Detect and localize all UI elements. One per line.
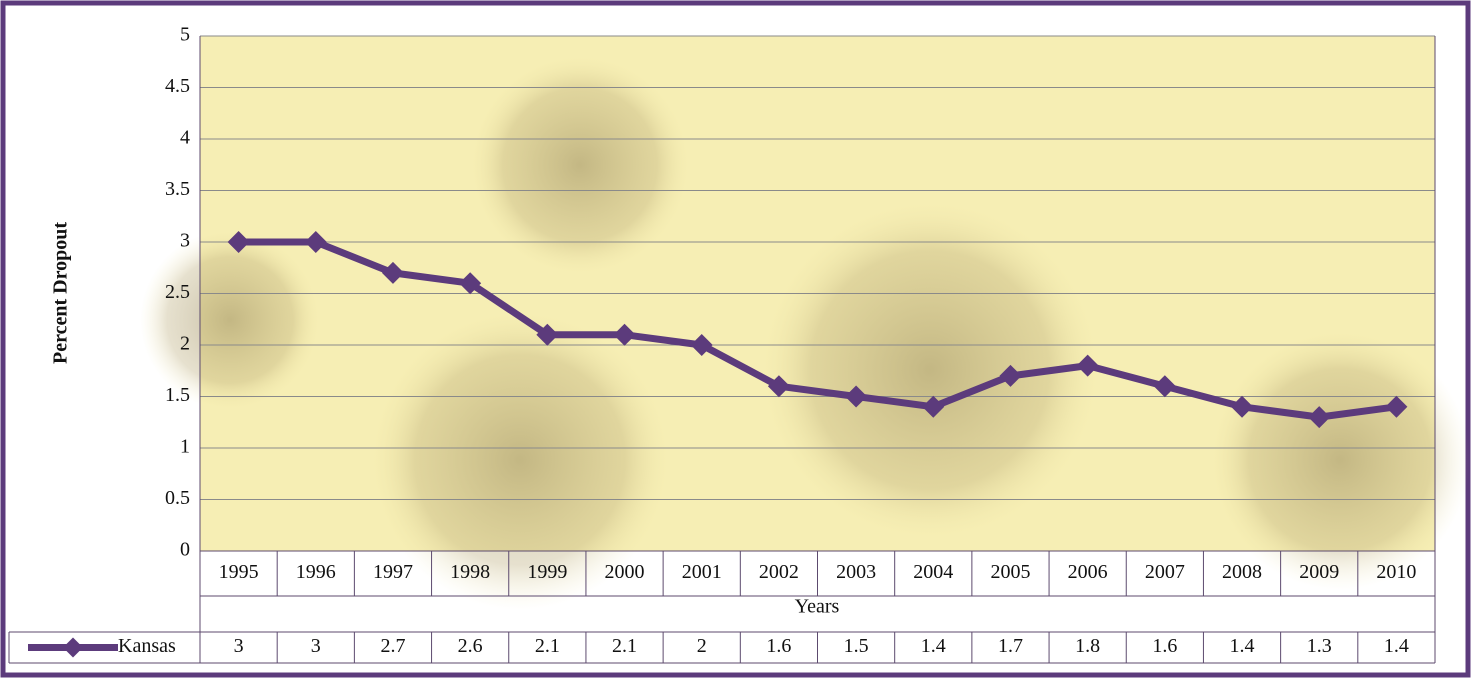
x-tick-label: 2001 [682,561,722,583]
x-tick-label: 2000 [605,561,645,583]
y-tick-label: 2.5 [165,281,190,303]
x-tick-label: 1995 [219,561,259,583]
y-tick-label: 4 [180,127,190,149]
y-tick-label: 2 [180,333,190,355]
y-tick-label: 0.5 [165,487,190,509]
x-axis-title: Years [795,596,840,618]
table-value: 2.7 [380,635,405,657]
table-value: 1.4 [921,635,946,657]
table-value: 1.6 [766,635,791,657]
table-value: 1.4 [1230,635,1255,657]
table-value: 1.7 [998,635,1023,657]
y-tick-label: 5 [180,24,190,46]
x-tick-label: 1996 [296,561,336,583]
x-tick-label: 2006 [1068,561,1108,583]
x-tick-label: 1999 [527,561,567,583]
table-value: 2.1 [535,635,560,657]
x-tick-label: 2003 [836,561,876,583]
table-value: 1.8 [1075,635,1100,657]
x-tick-label: 2005 [990,561,1030,583]
y-tick-label: 3.5 [165,178,190,200]
chart: Percent Dropout Years 0 0.5 1 1.5 2 2.5 3 3.5 4 4… [0,0,1471,678]
table-value: 1.4 [1384,635,1409,657]
x-tick-label: 2007 [1145,561,1185,583]
legend-label: Kansas [118,635,176,657]
x-tick-label: 1998 [450,561,490,583]
table-value: 1.5 [844,635,869,657]
x-tick-label: 2002 [759,561,799,583]
table-value: 3 [311,635,321,657]
table-value: 2 [697,635,707,657]
table-value: 3 [234,635,244,657]
y-tick-label: 1.5 [165,384,190,406]
x-tick-label: 2004 [913,561,953,583]
y-tick-label: 3 [180,230,190,252]
y-tick-label: 0 [180,539,190,561]
y-tick-label: 4.5 [165,75,190,97]
y-tick-label: 1 [180,436,190,458]
x-tick-label: 1997 [373,561,413,583]
table-value: 2.1 [612,635,637,657]
table-value: 1.3 [1307,635,1332,657]
table-value: 1.6 [1152,635,1177,657]
x-tick-label: 2008 [1222,561,1262,583]
y-axis-title: Percent Dropout [50,222,72,364]
plot-background [140,36,1470,610]
x-tick-label: 2010 [1376,561,1416,583]
x-tick-label: 2009 [1299,561,1339,583]
table-value: 2.6 [458,635,483,657]
